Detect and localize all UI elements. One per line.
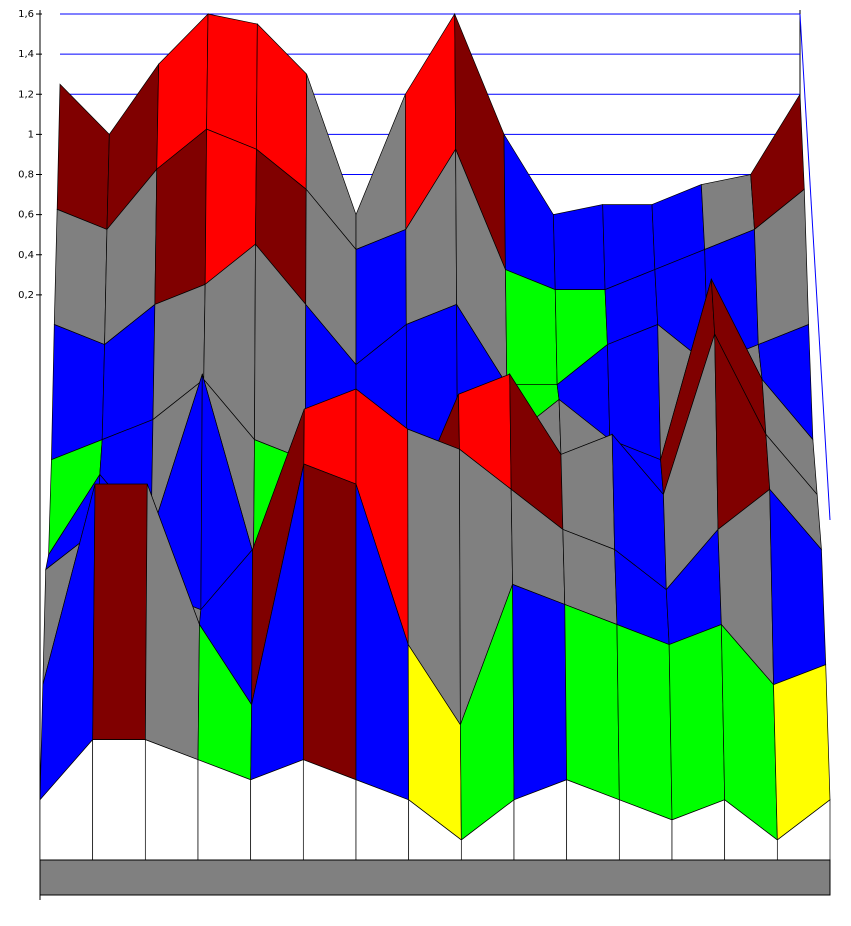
surface-cell <box>57 84 109 229</box>
chart: 0,2 0,4 0,6 0,8 1 1,2 1,4 1,6 <box>0 0 851 926</box>
surface-cell <box>553 205 605 290</box>
surface-cell <box>513 584 567 799</box>
surface-cell <box>617 625 672 820</box>
surface-cell <box>54 209 107 344</box>
surface-cell <box>51 325 104 460</box>
surface-cell <box>504 134 555 289</box>
surface-cell <box>565 604 620 799</box>
y-tick-label: 0,6 <box>18 210 34 221</box>
surface-cell <box>207 14 258 149</box>
y-tick-label: 1,4 <box>18 49 34 60</box>
front-face <box>93 740 146 860</box>
y-tick-label: 0,8 <box>18 170 34 181</box>
y-tick-label: 0,2 <box>18 290 34 301</box>
floor <box>40 860 830 895</box>
surface-cell <box>93 484 148 740</box>
y-tick-label: 1,2 <box>18 89 34 100</box>
y-tick-label: 1 <box>28 129 34 140</box>
y-tick-label: 1,6 <box>18 9 34 20</box>
y-tick-label: 0,4 <box>18 250 34 261</box>
surface-cell <box>669 625 725 820</box>
front-face <box>145 740 198 860</box>
surface-cell <box>303 464 356 780</box>
surface-cell <box>356 94 406 249</box>
